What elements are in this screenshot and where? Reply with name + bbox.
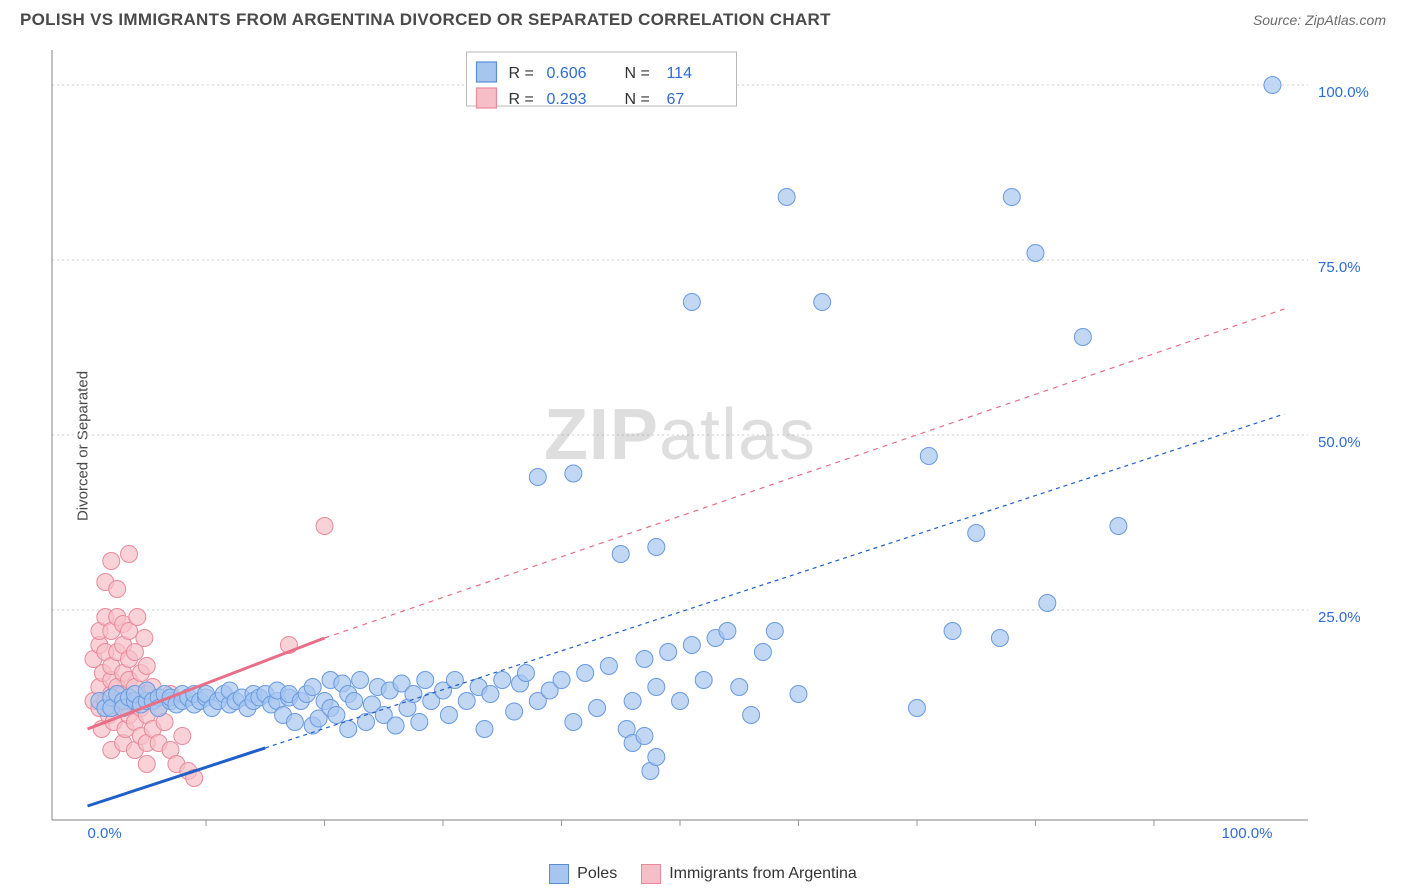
svg-text:0.293: 0.293 — [546, 91, 586, 108]
legend-label-poles: Poles — [577, 865, 617, 883]
legend-bottom: Poles Immigrants from Argentina — [0, 864, 1406, 884]
chart-title: POLISH VS IMMIGRANTS FROM ARGENTINA DIVO… — [20, 10, 831, 30]
svg-text:67: 67 — [666, 91, 684, 108]
svg-text:50.0%: 50.0% — [1318, 434, 1361, 451]
svg-text:25.0%: 25.0% — [1318, 609, 1361, 626]
legend-item-argentina: Immigrants from Argentina — [641, 864, 857, 884]
legend-swatch-blue — [549, 864, 569, 884]
svg-text:114: 114 — [666, 65, 692, 82]
svg-text:N =: N = — [624, 65, 649, 82]
svg-text:0.606: 0.606 — [546, 65, 586, 82]
legend-swatch-pink — [641, 864, 661, 884]
svg-text:R =: R = — [508, 65, 533, 82]
svg-text:R =: R = — [508, 91, 533, 108]
svg-text:100.0%: 100.0% — [1318, 84, 1369, 101]
svg-text:N =: N = — [624, 91, 649, 108]
chart-area: ZIPatlas 0.0% 100.0% 25.0% 50.0% 75.0% 100.0% R… — [48, 44, 1386, 838]
scatter-plot-svg: ZIPatlas 0.0% 100.0% 25.0% 50.0% 75.0% 100.0% R… — [48, 44, 1386, 838]
legend-item-poles: Poles — [549, 864, 617, 884]
svg-text:0.0%: 0.0% — [88, 825, 122, 838]
svg-text:ZIPatlas: ZIPatlas — [544, 395, 816, 475]
svg-text:100.0%: 100.0% — [1222, 825, 1273, 838]
svg-text:75.0%: 75.0% — [1318, 259, 1361, 276]
legend-label-argentina: Immigrants from Argentina — [669, 865, 857, 883]
source-attribution: Source: ZipAtlas.com — [1253, 12, 1386, 28]
